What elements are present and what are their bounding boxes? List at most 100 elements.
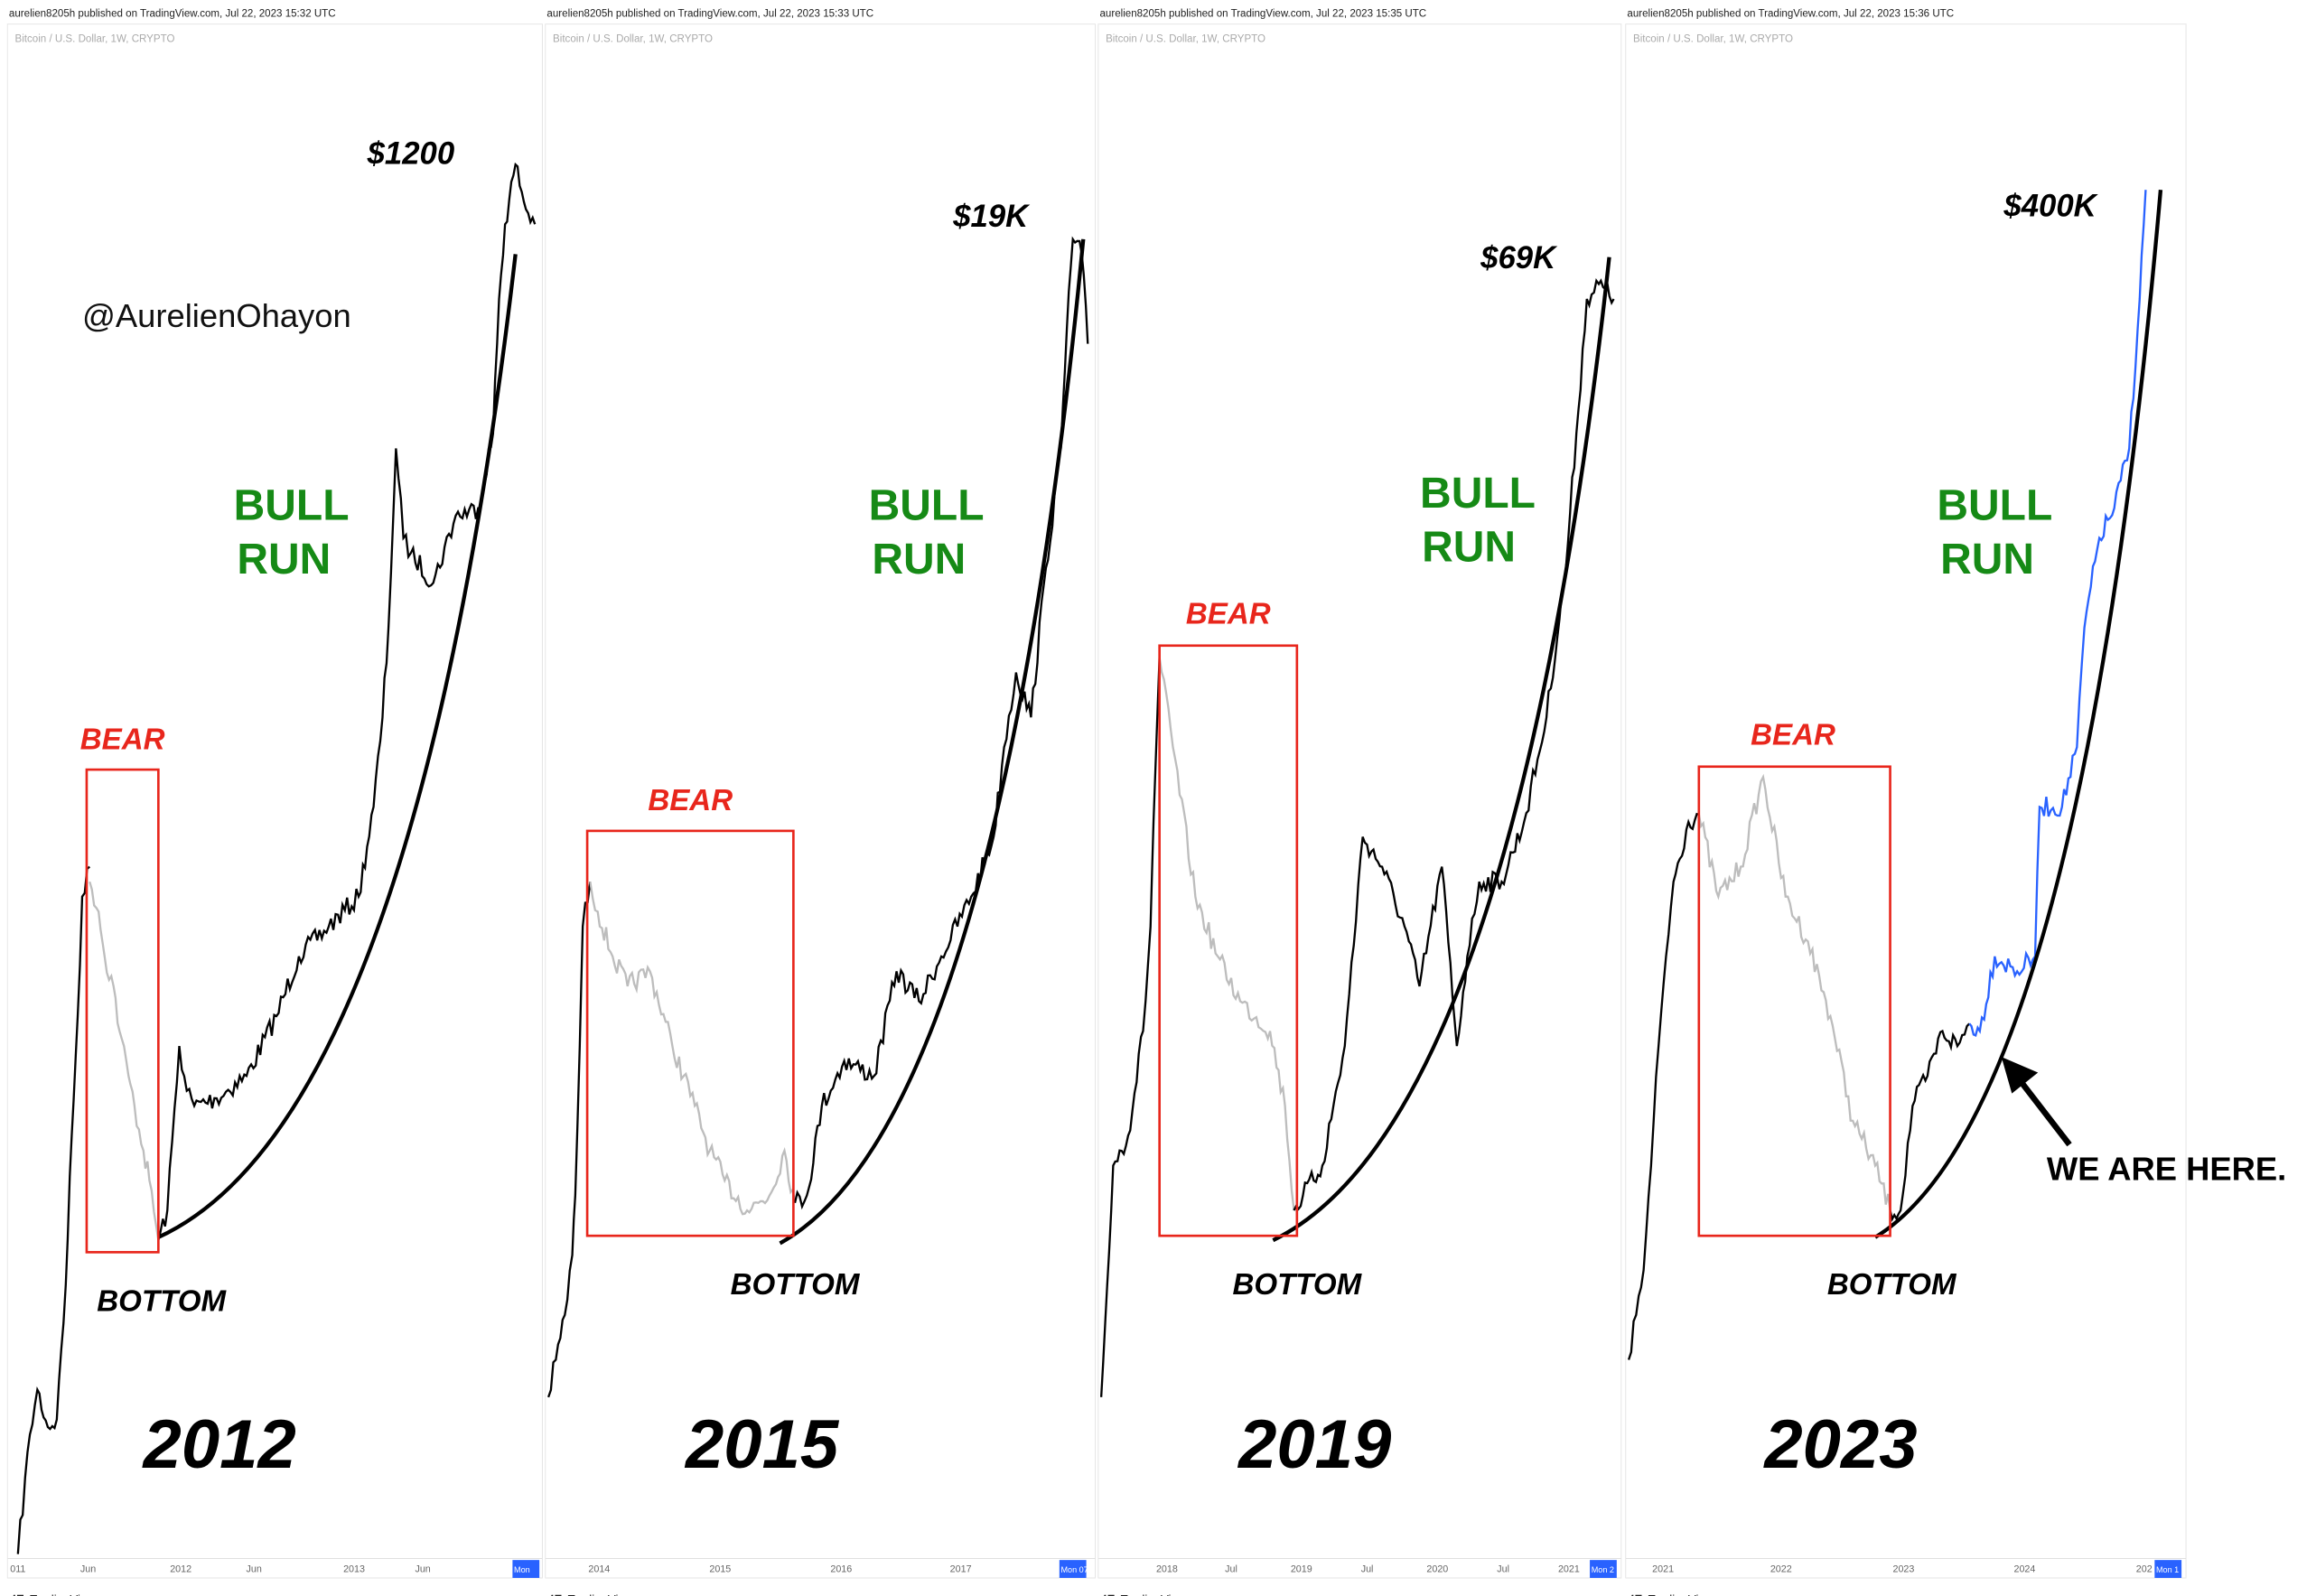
date-badge-text: Mon — [514, 1565, 530, 1574]
year-label: 2023 — [1762, 1406, 1917, 1483]
x-axis-label: 2018 — [1156, 1563, 1178, 1574]
bear-label: BEAR — [1186, 597, 1271, 630]
price-line — [546, 881, 592, 1398]
x-axis-label: Jun — [80, 1563, 96, 1574]
footer-brand: TradingView — [30, 1592, 96, 1596]
footer-logo: 𝟏𝟕 — [1629, 1592, 1642, 1596]
x-axis-label: 2015 — [709, 1563, 731, 1574]
footer-brand: TradingView — [1648, 1592, 1714, 1596]
bear-label: BEAR — [648, 784, 733, 817]
trend-curve — [1272, 257, 1611, 1243]
price-label: $69K — [1480, 241, 1558, 275]
run-label: RUN — [1940, 536, 2034, 583]
trend-curve — [157, 254, 518, 1239]
arrow-head — [2001, 1057, 2039, 1094]
panel-frame — [1097, 23, 1622, 1579]
date-badge — [512, 1560, 540, 1578]
x-axis-label: 2013 — [343, 1563, 365, 1574]
bear-box — [1158, 644, 1299, 1237]
symbol-label: Bitcoin / U.S. Dollar, 1W, CRYPTO — [1633, 33, 1793, 44]
bottom-label: BOTTOM — [97, 1284, 227, 1318]
x-axis-label: 2020 — [1426, 1563, 1448, 1574]
bull-label: BULL — [234, 481, 350, 529]
price-line-bear — [89, 881, 160, 1241]
publish-header: aurelien8205h published on TradingView.c… — [1627, 8, 1954, 19]
publish-header: aurelien8205h published on TradingView.c… — [1099, 8, 1426, 19]
panel: aurelien8205h published on TradingView.c… — [545, 8, 1097, 1596]
bottom-label: BOTTOM — [1232, 1268, 1362, 1302]
run-label: RUN — [1422, 524, 1516, 572]
publish-header: aurelien8205h published on TradingView.c… — [9, 8, 336, 19]
year-label: 2015 — [684, 1406, 840, 1483]
bull-label: BULL — [869, 481, 985, 529]
price-line — [157, 162, 537, 1241]
x-axis-label: 2021 — [1558, 1563, 1580, 1574]
price-line — [16, 865, 90, 1554]
price-line — [793, 236, 1089, 1210]
price-line-bear — [589, 881, 797, 1216]
publish-header: aurelien8205h published on TradingView.c… — [546, 8, 873, 19]
arrow-shaft — [2012, 1070, 2072, 1147]
x-axis-label: Jul — [1497, 1563, 1509, 1574]
date-badge-text: Mon 2 — [1592, 1565, 1614, 1574]
x-axis-label: 011 — [10, 1563, 25, 1574]
date-badge-text: Mon 07 — [1060, 1565, 1088, 1574]
price-label: $19K — [952, 200, 1031, 234]
footer-logo: 𝟏𝟕 — [1101, 1592, 1115, 1596]
panel: aurelien8205h published on TradingView.c… — [1625, 8, 2187, 1596]
bull-label: BULL — [1420, 470, 1536, 518]
run-label: RUN — [872, 536, 966, 583]
bear-label: BEAR — [80, 723, 165, 756]
x-axis-label: 2012 — [170, 1563, 191, 1574]
bear-box — [85, 768, 160, 1254]
footer-brand: TradingView — [568, 1592, 634, 1596]
panel: aurelien8205h published on TradingView.c… — [6, 8, 543, 1596]
panel: aurelien8205h published on TradingView.c… — [1097, 8, 1622, 1596]
price-label: $400K — [2003, 189, 2098, 223]
date-badge-text: Mon 1 — [2156, 1565, 2179, 1574]
date-badge — [1590, 1560, 1617, 1578]
x-axis-label: 202 — [2136, 1563, 2153, 1574]
x-axis-label: Jun — [415, 1563, 430, 1574]
bear-box — [1697, 765, 1891, 1237]
bottom-label: BOTTOM — [1827, 1268, 1957, 1302]
symbol-label: Bitcoin / U.S. Dollar, 1W, CRYPTO — [1106, 33, 1265, 44]
projection-line — [1968, 190, 2147, 1037]
x-axis-label: 2024 — [2013, 1563, 2035, 1574]
price-line — [1889, 1022, 1971, 1222]
x-axis-label: Jul — [1361, 1563, 1374, 1574]
year-label: 2012 — [142, 1406, 296, 1483]
trend-curve — [1873, 190, 2163, 1239]
price-line-bear — [1697, 773, 1891, 1211]
trend-curve — [779, 238, 1086, 1246]
date-badge — [1059, 1560, 1087, 1578]
symbol-label: Bitcoin / U.S. Dollar, 1W, CRYPTO — [553, 33, 713, 44]
footer-logo: 𝟏𝟕 — [548, 1592, 562, 1596]
price-line — [1099, 657, 1161, 1397]
x-axis-label: 2017 — [950, 1563, 972, 1574]
x-axis-label: Jul — [1225, 1563, 1237, 1574]
bear-box — [585, 829, 795, 1237]
date-badge — [2154, 1560, 2182, 1578]
x-axis-label: Jun — [247, 1563, 262, 1574]
symbol-label: Bitcoin / U.S. Dollar, 1W, CRYPTO — [15, 33, 175, 44]
x-axis-label: 2019 — [1291, 1563, 1312, 1574]
we-are-here: WE ARE HERE. — [2047, 1151, 2286, 1188]
price-line-bear — [1158, 657, 1295, 1211]
x-axis-label: 2023 — [1892, 1563, 1914, 1574]
year-label: 2019 — [1237, 1406, 1391, 1483]
price-line — [1627, 812, 1700, 1360]
bear-label: BEAR — [1751, 718, 1835, 751]
x-axis-label: 2022 — [1770, 1563, 1792, 1574]
panel-frame — [1625, 23, 2187, 1579]
footer-brand: TradingView — [1121, 1592, 1187, 1596]
x-axis-label: 2014 — [588, 1563, 610, 1574]
panel-frame — [6, 23, 543, 1579]
x-axis-label: 2016 — [830, 1563, 852, 1574]
x-axis-label: 2021 — [1652, 1563, 1674, 1574]
panel-frame — [545, 23, 1097, 1579]
bottom-label: BOTTOM — [731, 1268, 861, 1302]
watermark: @AurelienOhayon — [82, 297, 351, 334]
